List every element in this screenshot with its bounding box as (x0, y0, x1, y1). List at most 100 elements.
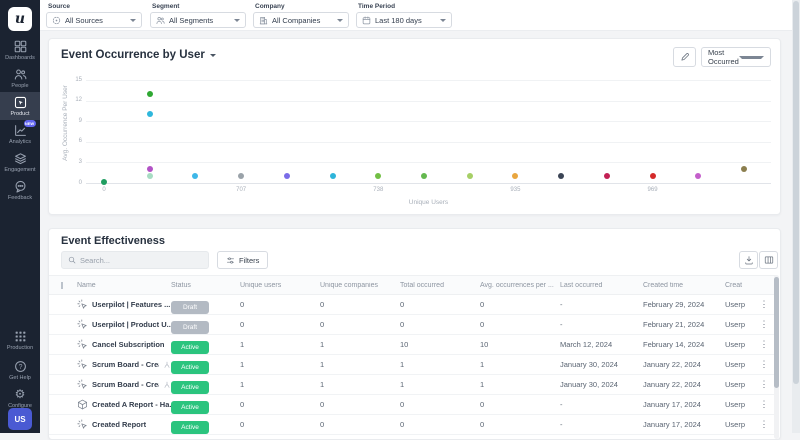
column-header-status[interactable]: Status (171, 281, 191, 289)
event-name-cell[interactable]: Userpilot | Product U... (77, 319, 171, 330)
row-menu-button[interactable]: ⋮ (759, 339, 769, 349)
table-scrollbar-thumb[interactable] (774, 277, 779, 388)
column-header-unique-users[interactable]: Unique users (240, 281, 282, 289)
scatter-point[interactable] (741, 166, 747, 173)
company-select[interactable]: All Companies (253, 12, 349, 28)
sidebar-item-people[interactable]: People (0, 64, 40, 92)
scatter-point[interactable] (603, 173, 610, 180)
scatter-point[interactable] (192, 173, 199, 180)
scatter-point[interactable] (329, 173, 336, 180)
table-row[interactable]: Scrum Board - Crea... Active 1 1 1 1 January 3… (49, 375, 776, 395)
column-header-created-by[interactable]: Creat (725, 281, 743, 289)
sidebar-item-dashboards[interactable]: Dashboards (0, 36, 40, 64)
event-name-cell[interactable]: Scrum Board - Crea... (77, 359, 171, 370)
sidebar-item-configure[interactable]: ⚙ Configure (8, 387, 32, 409)
status-badge: Draft (171, 300, 209, 314)
table-header: Name Status Unique users Unique companie… (49, 275, 776, 295)
y-axis-tick: 12 (75, 97, 82, 104)
sidebar-item-production[interactable]: Production (0, 326, 40, 354)
avg-occurrences-cell: 10 (480, 340, 489, 349)
unique-users-cell: 0 (240, 400, 245, 409)
column-header-unique-companies[interactable]: Unique companies (320, 281, 378, 289)
row-menu-button[interactable]: ⋮ (759, 419, 769, 429)
chevron-down-icon (130, 18, 136, 22)
search-input[interactable] (80, 255, 202, 265)
page-scrollbar[interactable] (792, 0, 800, 433)
columns-button[interactable] (759, 251, 778, 269)
page-scrollbar-thumb[interactable] (793, 1, 799, 384)
scatter-point[interactable] (146, 166, 153, 173)
created-time-cell: January 22, 2024 (643, 380, 701, 389)
sidebar-item-feedback[interactable]: Feedback (0, 176, 40, 204)
chevron-down-icon (234, 18, 240, 22)
unique-companies-cell: 0 (320, 300, 325, 309)
download-button[interactable] (739, 251, 758, 269)
scatter-point[interactable] (695, 173, 702, 180)
total-occurred-cell: 0 (400, 320, 405, 329)
scatter-point[interactable] (512, 173, 519, 180)
scatter-point[interactable] (283, 173, 290, 180)
sidebar-item-product[interactable]: Product (0, 92, 40, 120)
event-name-cell[interactable]: Scrum Board - Crea... (77, 379, 171, 390)
select-all-checkbox[interactable] (61, 281, 63, 289)
production-grid-icon (14, 330, 27, 343)
column-header-avg-occurrences[interactable]: Avg. occurrences per ... (480, 281, 554, 289)
user-avatar[interactable]: US (8, 408, 32, 430)
table-scrollbar[interactable] (774, 275, 779, 439)
scatter-point[interactable] (375, 173, 382, 180)
event-name-cell[interactable]: Created A Report - Ha... (77, 399, 171, 410)
x-axis-tick: 969 (647, 187, 658, 193)
scatter-point[interactable] (146, 173, 153, 180)
event-name-cell[interactable]: Cancel Subscription (77, 339, 171, 350)
filters-button[interactable]: Filters (217, 251, 269, 269)
gridline (86, 121, 771, 123)
edit-chart-button[interactable] (673, 47, 696, 67)
unique-users-cell: 0 (240, 420, 245, 429)
total-occurred-cell: 1 (400, 360, 405, 369)
status-badge: Active (171, 420, 209, 434)
table-row[interactable]: Created A Report - Ha... Active 0 0 0 0 - Janua… (49, 395, 776, 415)
row-menu-button[interactable]: ⋮ (759, 299, 769, 309)
scatter-point[interactable] (466, 173, 473, 180)
column-header-created-time[interactable]: Created time (643, 281, 684, 289)
scatter-point[interactable] (238, 173, 245, 180)
created-time-cell: January 22, 2024 (643, 360, 701, 369)
column-header-last-occurred[interactable]: Last occurred (560, 281, 603, 289)
total-occurred-cell: 0 (400, 420, 405, 429)
scatter-point[interactable] (649, 173, 656, 180)
row-menu-button[interactable]: ⋮ (759, 379, 769, 389)
time-period-select[interactable]: Last 180 days (356, 12, 452, 28)
sort-order-dropdown[interactable]: Most Occurred (701, 47, 771, 67)
sidebar-item-analytics[interactable]: NEW Analytics (8, 119, 36, 145)
filter-bar: Source All Sources Segment All Segments … (40, 0, 792, 31)
sidebar-item-get-help[interactable]: ? Get Help (0, 356, 40, 384)
last-occurred-cell: - (560, 320, 563, 329)
scatter-point[interactable] (101, 179, 107, 185)
filter-group-segment: Segment All Segments (150, 3, 246, 28)
row-menu-button[interactable]: ⋮ (759, 399, 769, 409)
column-header-name[interactable]: Name (77, 281, 96, 289)
event-name-cell[interactable]: Created Report (77, 419, 171, 430)
table-row[interactable]: Userpilot | Product U... Draft 0 0 0 0 - Februa… (49, 315, 776, 335)
row-menu-button[interactable]: ⋮ (759, 359, 769, 369)
sidebar-item-engagement[interactable]: Engagement (0, 148, 40, 176)
y-axis-tick: 0 (78, 179, 82, 186)
created-by-cell: Userp (725, 360, 746, 369)
time-period-label: Time Period (358, 3, 396, 10)
row-menu-button[interactable]: ⋮ (759, 319, 769, 329)
table-row[interactable]: Created Report Active 0 0 0 0 - January 17, 202… (49, 415, 776, 435)
scatter-point[interactable] (146, 111, 153, 118)
chevron-down-icon[interactable] (209, 53, 216, 57)
scatter-point[interactable] (146, 90, 153, 97)
scatter-point[interactable] (558, 173, 565, 180)
column-header-total-occurred[interactable]: Total occurred (400, 281, 444, 289)
scatter-point[interactable] (421, 173, 427, 180)
table-row[interactable]: Scrum Board - Crea... Active 1 1 1 1 January 3… (49, 355, 776, 375)
userpilot-logo[interactable]: u (8, 7, 32, 31)
table-row[interactable]: Cancel Subscription Active 1 1 10 10 March 12,… (49, 335, 776, 355)
event-name-cell[interactable]: Userpilot | Features ... (77, 299, 171, 310)
source-select[interactable]: All Sources (46, 12, 142, 28)
segment-select[interactable]: All Segments (150, 12, 246, 28)
table-row[interactable]: Userpilot | Features ... Draft 0 0 0 0 - Februa… (49, 295, 776, 315)
